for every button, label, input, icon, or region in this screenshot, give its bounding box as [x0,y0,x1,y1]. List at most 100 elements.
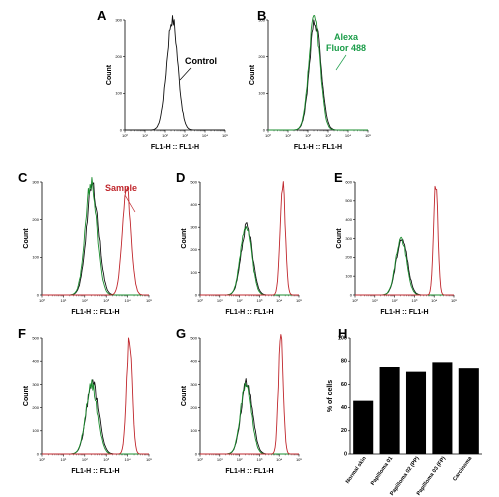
x-axis-title: FL1-H :: FL1-H [71,309,119,316]
y-tick-label: 200 [115,54,122,59]
histogram-series-1 [125,15,225,131]
x-tick-label: 10⁵ [146,457,152,462]
annotation-sample: Sample [105,183,137,193]
x-tick-label: 10¹ [61,298,67,303]
y-tick-label: 100 [258,91,265,96]
x-category-label: Carcinoma [452,455,474,482]
x-tick-label: 10³ [103,298,109,303]
x-tick-label: 10⁴ [276,457,282,462]
histogram-series-3 [355,185,454,296]
annotation-arrow [179,67,192,81]
y-tick-label: 0 [120,127,123,132]
panel-c: C 0 100 200 300 Count 10⁰ 10¹ 10² 10³ 10⁴ 10⁵ FL1-H … [18,170,152,316]
x-tick-label: 10⁴ [125,298,131,303]
x-tick-label: 10¹ [217,298,223,303]
y-tick-label: 200 [345,255,352,260]
x-tick-label: 10² [305,133,311,138]
x-tick-label: 10⁰ [197,298,203,303]
y-tick-label: 300 [190,382,197,387]
y-tick-label: 0 [37,292,40,297]
y-tick-label: 0 [263,127,266,132]
x-category-label: Normal skin [345,455,368,485]
y-axis-title: Count [336,228,343,249]
x-category-label: Papilloma 02 (PP) [389,456,420,497]
panel-letter-e: E [334,170,343,185]
x-tick-label: 10¹ [61,457,67,462]
annotation-arrow [124,194,136,213]
bar-2 [379,367,400,454]
histogram-series-3 [42,187,149,296]
y-tick-label: 400 [190,202,197,207]
y-axis-title: Count [106,64,113,85]
y-tick-label: 400 [190,359,197,364]
y-tick-label: 300 [32,179,39,184]
x-tick-label: 10⁴ [431,298,437,303]
x-category-label: Papilloma 03 (FP) [416,456,447,497]
x-category-label: Papilloma 01 [370,456,394,487]
histogram-series-1 [42,379,149,455]
annotation-control: Control [185,56,217,66]
x-tick-label: 10² [237,298,243,303]
y-tick-label: 100 [115,91,122,96]
x-tick-label: 10² [392,298,398,303]
y-axis-title: Count [249,64,256,85]
x-tick-label: 10⁴ [345,133,351,138]
y-tick-label: 200 [190,247,197,252]
x-tick-label: 10⁴ [125,457,131,462]
histogram-series-2 [268,15,368,131]
histogram-series-2 [200,225,299,296]
x-tick-label: 10⁵ [365,133,371,138]
y-tick-label: 600 [345,179,352,184]
x-tick-label: 10⁵ [296,298,302,303]
y-tick-label: 20 [341,428,347,434]
y-tick-label: 0 [37,451,40,456]
panel-letter-d: D [176,170,185,185]
x-tick-label: 10² [162,133,168,138]
bar-5 [458,368,479,454]
x-tick-label: 10¹ [217,457,223,462]
x-tick-label: 10⁵ [296,457,302,462]
panel-a: A 0 100 200 300 Count 10⁰ 10¹ 10² 10³ 10⁴ 10⁵ FL1-H … [97,8,228,151]
x-tick-label: 10⁵ [222,133,228,138]
panel-letter-c: C [18,170,28,185]
x-tick-label: 10² [237,457,243,462]
bar-3 [405,371,427,454]
panel-f: F 0 100 200 300 400 500 Count 10⁰ 10¹ 10² 10³ 10⁴ 10⁵… [18,326,152,475]
x-axis-title: FL1-H :: FL1-H [225,309,273,316]
y-tick-label: 500 [32,335,39,340]
panel-g: G 0 100 200 300 400 500 Count 10⁰ 10¹ 10² 10³ 10⁴ 10⁵… [176,326,302,475]
x-tick-label: 10³ [182,133,188,138]
histogram-series-1 [200,222,299,296]
x-tick-label: 10³ [257,298,263,303]
x-tick-label: 10⁰ [197,457,203,462]
y-tick-label: 100 [32,255,39,260]
y-tick-label: 500 [345,198,352,203]
y-tick-label: 0 [350,292,353,297]
panel-d: D 0 100 200 300 400 500 Count 10⁰ 10¹ 10² 10³ 10⁴ 10⁵… [176,170,302,316]
y-tick-label: 100 [32,428,39,433]
x-tick-label: 10² [82,298,88,303]
annotation-alexa-line1: Alexa [334,32,359,42]
y-tick-label: 40 [341,405,347,411]
y-tick-label: 200 [258,54,265,59]
y-tick-label: 300 [190,225,197,230]
y-tick-label: 100 [338,335,347,341]
axes-frame [354,182,454,296]
y-tick-label: 300 [258,17,265,22]
panel-e: E 0 100 200 300 400 500 600 Count 10⁰ 10¹ 10² 10³ 10⁴… [334,170,457,316]
x-tick-label: 10⁵ [451,298,457,303]
y-tick-label: 100 [345,274,352,279]
x-tick-label: 10⁰ [265,133,271,138]
x-tick-label: 10³ [412,298,418,303]
x-tick-label: 10¹ [285,133,291,138]
histogram-series-2 [42,177,149,296]
x-axis-title: FL1-H :: FL1-H [380,309,428,316]
panel-b: B 0 100 200 300 Count 10⁰ 10¹ 10² 10³ 10⁴ 10⁵ FL1-H … [249,8,371,151]
x-tick-label: 10⁴ [276,298,282,303]
x-tick-label: 10⁰ [122,133,128,138]
y-tick-label: 0 [195,451,198,456]
x-axis-title: FL1-H :: FL1-H [151,144,199,151]
x-tick-label: 10² [82,457,88,462]
